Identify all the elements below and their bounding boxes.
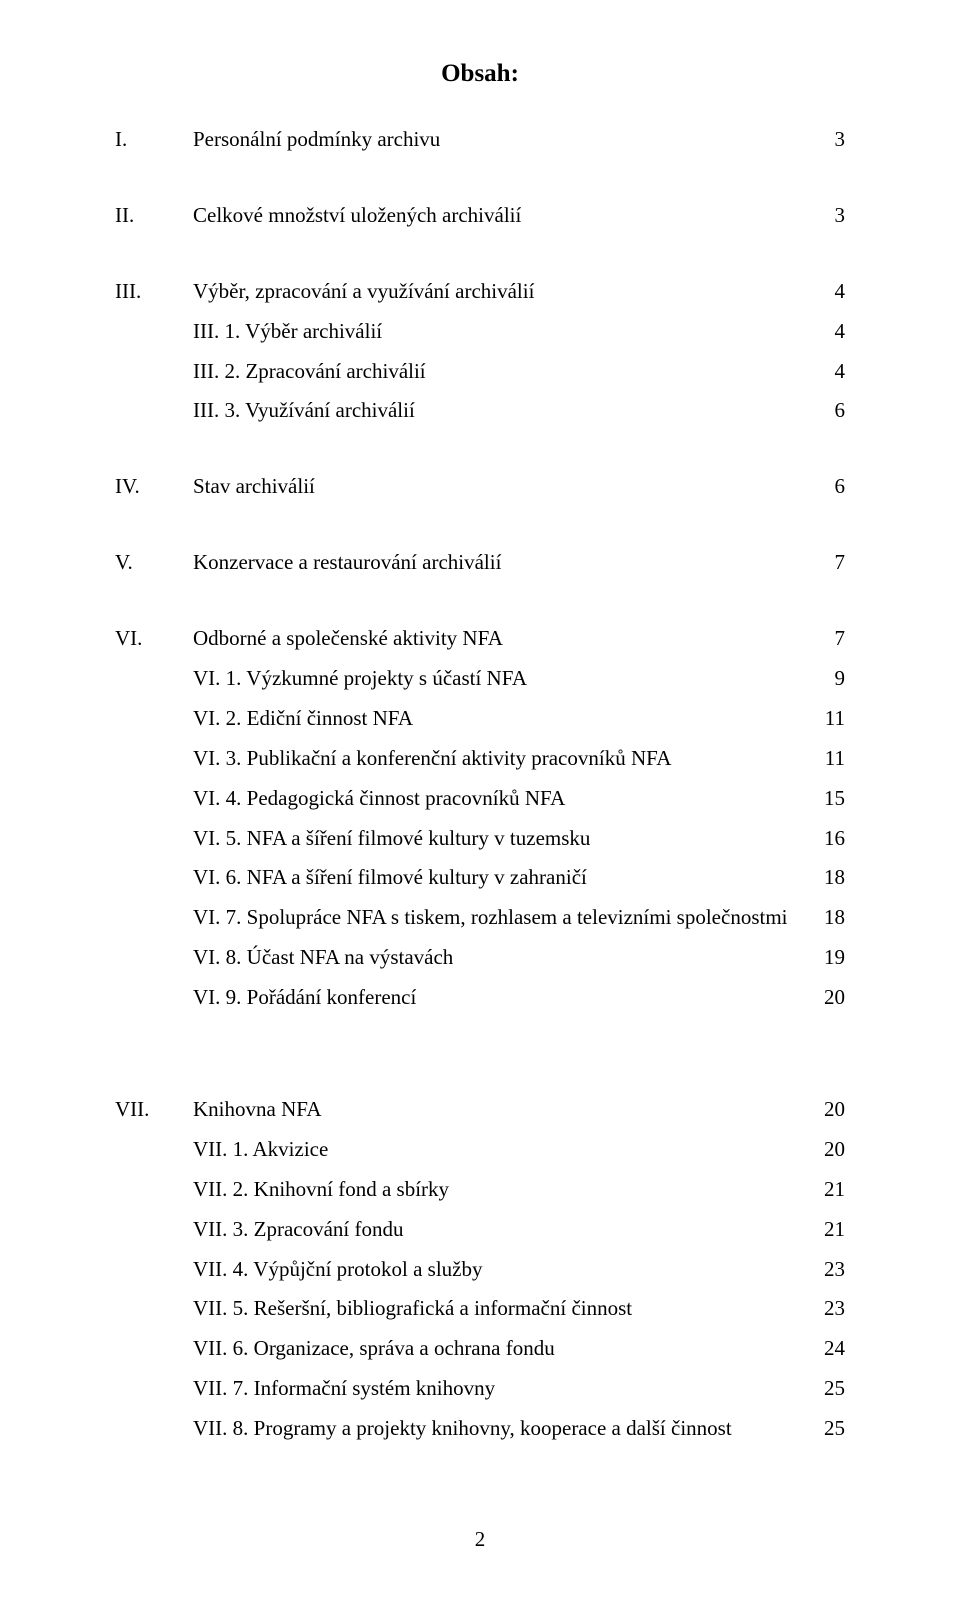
toc-sublabel: VI. 5. NFA a šíření filmové kultury v tu… bbox=[193, 819, 805, 859]
toc-page: 4 bbox=[805, 272, 845, 312]
toc-label: Stav archiválií bbox=[193, 467, 805, 507]
toc-entry: II. Celkové množství uložených archiváli… bbox=[115, 196, 845, 236]
toc-subentry: VII. 2. Knihovní fond a sbírky 21 bbox=[115, 1170, 845, 1210]
toc-subentry: VII. 3. Zpracování fondu 21 bbox=[115, 1210, 845, 1250]
toc-numeral: IV. bbox=[115, 467, 193, 507]
toc-sublabel: VI. 7. Spolupráce NFA s tiskem, rozhlase… bbox=[193, 898, 805, 938]
toc-subentry: VII. 8. Programy a projekty knihovny, ko… bbox=[115, 1409, 845, 1449]
toc-sublabel: VI. 3. Publikační a konferenční aktivity… bbox=[193, 739, 805, 779]
toc-page: 6 bbox=[805, 467, 845, 507]
toc-page: 25 bbox=[805, 1409, 845, 1449]
toc-subentry: III. 2. Zpracování archiválií 4 bbox=[115, 352, 845, 392]
toc-page: 20 bbox=[805, 1130, 845, 1170]
toc-title: Obsah: bbox=[115, 60, 845, 88]
toc-entry: VI. Odborné a společenské aktivity NFA 7 bbox=[115, 619, 845, 659]
toc-page: 9 bbox=[805, 659, 845, 699]
toc-subentry: VII. 7. Informační systém knihovny 25 bbox=[115, 1369, 845, 1409]
toc-page: 25 bbox=[805, 1369, 845, 1409]
toc-page: 21 bbox=[805, 1170, 845, 1210]
toc-sublabel: III. 3. Využívání archiválií bbox=[193, 391, 805, 431]
toc-subentry: VI. 6. NFA a šíření filmové kultury v za… bbox=[115, 858, 845, 898]
toc-numeral: VII. bbox=[115, 1090, 193, 1130]
toc-sublabel: VII. 2. Knihovní fond a sbírky bbox=[193, 1170, 805, 1210]
toc-subentry: VI. 8. Účast NFA na výstavách 19 bbox=[115, 938, 845, 978]
toc-page: 3 bbox=[805, 196, 845, 236]
toc-page: 6 bbox=[805, 391, 845, 431]
toc-page: 20 bbox=[805, 1090, 845, 1130]
toc-numeral: VI. bbox=[115, 619, 193, 659]
toc-numeral: III. bbox=[115, 272, 193, 312]
toc-label: Personální podmínky archivu bbox=[193, 120, 805, 160]
toc-sublabel: VI. 1. Výzkumné projekty s účastí NFA bbox=[193, 659, 805, 699]
toc-page: 7 bbox=[805, 543, 845, 583]
toc-sublabel: VI. 4. Pedagogická činnost pracovníků NF… bbox=[193, 779, 805, 819]
toc-label: Celkové množství uložených archiválií bbox=[193, 196, 805, 236]
toc-page: 4 bbox=[805, 312, 845, 352]
toc-numeral: V. bbox=[115, 543, 193, 583]
toc-subentry: VI. 5. NFA a šíření filmové kultury v tu… bbox=[115, 819, 845, 859]
toc-sublabel: VII. 4. Výpůjční protokol a služby bbox=[193, 1250, 805, 1290]
toc-sublabel: VII. 7. Informační systém knihovny bbox=[193, 1369, 805, 1409]
toc-sublabel: VII. 3. Zpracování fondu bbox=[193, 1210, 805, 1250]
toc-page: 11 bbox=[805, 739, 845, 779]
toc-sublabel: VI. 9. Pořádání konferencí bbox=[193, 978, 805, 1018]
toc-page: 19 bbox=[805, 938, 845, 978]
toc-label: Výběr, zpracování a využívání archiválií bbox=[193, 272, 805, 312]
toc-subentry: VI. 3. Publikační a konferenční aktivity… bbox=[115, 739, 845, 779]
toc-label: Konzervace a restaurování archiválií bbox=[193, 543, 805, 583]
toc-subentry: III. 3. Využívání archiválií 6 bbox=[115, 391, 845, 431]
toc-subentry: VI. 4. Pedagogická činnost pracovníků NF… bbox=[115, 779, 845, 819]
toc-label: Knihovna NFA bbox=[193, 1090, 805, 1130]
toc-subentry: VII. 5. Rešeršní, bibliografická a infor… bbox=[115, 1289, 845, 1329]
toc-subentry: VI. 2. Ediční činnost NFA 11 bbox=[115, 699, 845, 739]
toc-page: 18 bbox=[805, 898, 845, 938]
toc-entry: IV. Stav archiválií 6 bbox=[115, 467, 845, 507]
page-number: 2 bbox=[0, 1527, 960, 1552]
toc-numeral: I. bbox=[115, 120, 193, 160]
toc-sublabel: VII. 8. Programy a projekty knihovny, ko… bbox=[193, 1409, 805, 1449]
toc-sublabel: VII. 6. Organizace, správa a ochrana fon… bbox=[193, 1329, 805, 1369]
toc-page: 16 bbox=[805, 819, 845, 859]
toc-subentry: VI. 7. Spolupráce NFA s tiskem, rozhlase… bbox=[115, 898, 845, 938]
toc-page: 21 bbox=[805, 1210, 845, 1250]
toc-sublabel: VI. 2. Ediční činnost NFA bbox=[193, 699, 805, 739]
toc-sublabel: III. 1. Výběr archiválií bbox=[193, 312, 805, 352]
toc-subentry: VI. 9. Pořádání konferencí 20 bbox=[115, 978, 845, 1018]
toc-sublabel: III. 2. Zpracování archiválií bbox=[193, 352, 805, 392]
toc-subentry: III. 1. Výběr archiválií 4 bbox=[115, 312, 845, 352]
toc-entry: V. Konzervace a restaurování archiválií … bbox=[115, 543, 845, 583]
toc-label: Odborné a společenské aktivity NFA bbox=[193, 619, 805, 659]
toc-entry: III. Výběr, zpracování a využívání archi… bbox=[115, 272, 845, 312]
toc-subentry: VII. 6. Organizace, správa a ochrana fon… bbox=[115, 1329, 845, 1369]
toc-sublabel: VI. 6. NFA a šíření filmové kultury v za… bbox=[193, 858, 805, 898]
toc-subentry: VI. 1. Výzkumné projekty s účastí NFA 9 bbox=[115, 659, 845, 699]
toc-page: 15 bbox=[805, 779, 845, 819]
toc-page: 20 bbox=[805, 978, 845, 1018]
toc-sublabel: VII. 1. Akvizice bbox=[193, 1130, 805, 1170]
toc-entry: I. Personální podmínky archivu 3 bbox=[115, 120, 845, 160]
toc-page: 24 bbox=[805, 1329, 845, 1369]
toc-sublabel: VII. 5. Rešeršní, bibliografická a infor… bbox=[193, 1289, 805, 1329]
toc-entry: VII. Knihovna NFA 20 bbox=[115, 1090, 845, 1130]
toc-page: 18 bbox=[805, 858, 845, 898]
toc-page: 23 bbox=[805, 1250, 845, 1290]
toc-page: 4 bbox=[805, 352, 845, 392]
toc-numeral: II. bbox=[115, 196, 193, 236]
toc-page: 23 bbox=[805, 1289, 845, 1329]
toc-subentry: VII. 1. Akvizice 20 bbox=[115, 1130, 845, 1170]
toc-sublabel: VI. 8. Účast NFA na výstavách bbox=[193, 938, 805, 978]
toc-page: 3 bbox=[805, 120, 845, 160]
toc-page: 7 bbox=[805, 619, 845, 659]
toc-page: 11 bbox=[805, 699, 845, 739]
toc-subentry: VII. 4. Výpůjční protokol a služby 23 bbox=[115, 1250, 845, 1290]
